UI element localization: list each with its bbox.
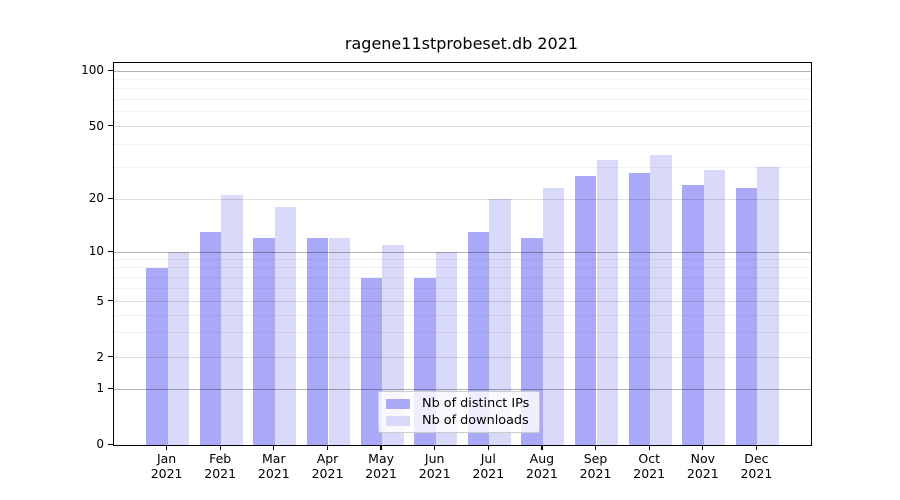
x-tick-label-jul: Jul 2021 xyxy=(472,451,505,481)
bar-distinct-ips-mar xyxy=(253,238,275,445)
x-tick-label-may: May 2021 xyxy=(365,451,397,481)
y-tick-mark-10 xyxy=(108,250,113,252)
y-tick-mark-0 xyxy=(108,443,113,445)
plot-area: Nb of distinct IPs Nb of downloads xyxy=(113,62,812,446)
bar-downloads-nov xyxy=(703,169,726,445)
bar-downloads-dec xyxy=(757,167,779,445)
y-tick-label-100: 100 xyxy=(81,63,104,77)
chart-title: ragene11stprobeset.db 2021 xyxy=(344,34,579,53)
bar-distinct-ips-apr xyxy=(306,238,329,445)
bar-downloads-jul xyxy=(489,199,511,445)
legend-label-downloads: Nb of downloads xyxy=(422,413,529,428)
x-tick-mark-jun xyxy=(434,445,436,450)
x-tick-mark-nov xyxy=(702,445,704,450)
x-tick-mark-feb xyxy=(219,445,221,450)
x-tick-label-dec: Dec 2021 xyxy=(740,451,773,481)
x-tick-label-nov: Nov 2021 xyxy=(686,451,719,481)
y-tick-label-50: 50 xyxy=(88,118,104,133)
bar-downloads-apr xyxy=(328,238,351,445)
x-tick-mark-oct xyxy=(648,445,650,450)
bar-downloads-jan xyxy=(167,252,190,445)
legend: Nb of distinct IPs Nb of downloads xyxy=(378,391,541,433)
bars-layer xyxy=(114,63,811,445)
bar-distinct-ips-feb xyxy=(199,232,222,445)
bar-downloads-mar xyxy=(274,207,297,445)
x-tick-mark-jan xyxy=(166,445,168,450)
bar-downloads-aug xyxy=(542,188,565,445)
y-tick-mark-100 xyxy=(108,69,113,71)
bar-distinct-ips-may xyxy=(360,277,383,445)
legend-swatch-distinct-ips xyxy=(386,398,410,409)
x-tick-mark-aug xyxy=(541,445,543,450)
bar-distinct-ips-sep xyxy=(574,175,597,445)
legend-item-downloads: Nb of downloads xyxy=(386,414,529,427)
y-tick-label-2: 2 xyxy=(96,349,104,364)
x-tick-label-aug: Aug 2021 xyxy=(525,451,558,481)
y-tick-label-20: 20 xyxy=(88,191,104,206)
x-tick-mark-jul xyxy=(487,445,489,450)
x-tick-label-feb: Feb 2021 xyxy=(204,451,237,481)
x-tick-label-oct: Oct 2021 xyxy=(633,451,666,481)
x-tick-label-jun: Jun 2021 xyxy=(418,451,451,481)
x-tick-label-jan: Jan 2021 xyxy=(150,451,183,481)
bar-distinct-ips-jan xyxy=(146,267,168,445)
y-tick-label-10: 10 xyxy=(88,244,104,258)
x-tick-label-sep: Sep 2021 xyxy=(579,451,612,481)
x-tick-mark-mar xyxy=(273,445,275,450)
bar-downloads-feb xyxy=(221,195,243,445)
bar-distinct-ips-dec xyxy=(735,188,758,445)
bar-downloads-sep xyxy=(596,159,619,445)
legend-item-distinct-ips: Nb of distinct IPs xyxy=(386,397,529,410)
bar-distinct-ips-oct xyxy=(628,172,651,445)
legend-swatch-downloads xyxy=(386,415,410,426)
x-tick-mark-may xyxy=(380,445,382,450)
x-tick-label-apr: Apr 2021 xyxy=(311,451,344,481)
x-tick-mark-sep xyxy=(594,445,597,450)
x-tick-label-mar: Mar 2021 xyxy=(257,451,290,481)
y-tick-mark-5 xyxy=(108,300,113,302)
y-tick-mark-20 xyxy=(108,197,113,200)
bar-downloads-oct xyxy=(650,154,672,445)
y-tick-mark-50 xyxy=(108,125,113,127)
y-tick-mark-2 xyxy=(108,356,113,358)
y-tick-label-0: 0 xyxy=(96,437,104,451)
y-tick-label-5: 5 xyxy=(96,293,104,308)
x-tick-mark-dec xyxy=(755,445,757,450)
bar-distinct-ips-nov xyxy=(682,184,704,445)
y-tick-mark-1 xyxy=(108,387,113,389)
y-tick-label-1: 1 xyxy=(96,381,104,395)
legend-label-distinct-ips: Nb of distinct IPs xyxy=(422,396,530,411)
x-tick-mark-apr xyxy=(326,445,329,450)
